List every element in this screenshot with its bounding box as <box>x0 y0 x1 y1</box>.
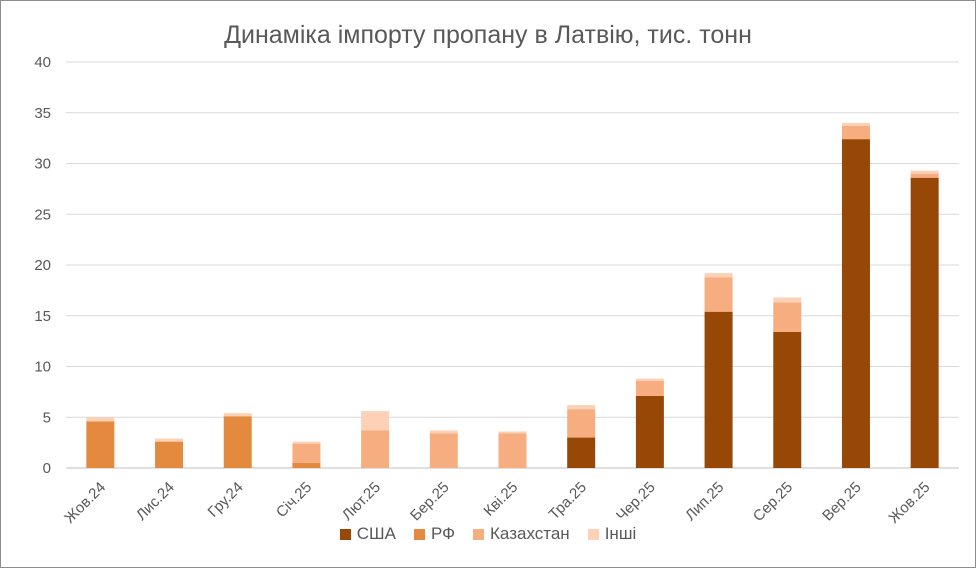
bar-segment <box>841 125 870 140</box>
x-tick-label: Кві.25 <box>480 479 521 520</box>
bar-segment <box>773 331 802 468</box>
legend-swatch <box>339 528 351 540</box>
bar-segment <box>292 443 321 463</box>
legend-label: РФ <box>430 524 456 543</box>
bar-segment <box>498 433 527 468</box>
bar-segment <box>567 409 596 438</box>
legend-label: Інші <box>604 524 637 543</box>
y-tick-label: 10 <box>34 359 51 376</box>
bar-segment <box>223 416 252 468</box>
x-tick-label: Лип.25 <box>682 479 727 524</box>
legend-item: РФ <box>413 524 456 544</box>
bar-segment <box>773 302 802 332</box>
x-tick-label: Жов.24 <box>61 479 109 527</box>
bar-segment <box>841 139 870 468</box>
bar-segment <box>155 438 184 442</box>
bar-segment <box>86 417 115 422</box>
x-tick-label: Січ.25 <box>273 479 315 521</box>
bar-segment <box>361 411 390 431</box>
x-tick-label: Вер.25 <box>819 479 865 525</box>
bar-segment <box>704 311 733 468</box>
x-tick-label: Лис.24 <box>133 479 178 524</box>
x-tick-label: Тра.25 <box>546 479 590 523</box>
bar-segment <box>635 380 664 396</box>
bar-segment <box>223 413 252 417</box>
bar-segment <box>910 170 939 174</box>
legend-label: США <box>356 524 396 543</box>
bar-segment <box>429 430 458 434</box>
legend-label: Казахстан <box>490 524 570 543</box>
x-tick-label: Чер.25 <box>613 479 659 525</box>
bar-segment <box>841 122 870 126</box>
y-tick-label: 25 <box>34 206 51 223</box>
x-tick-label: Гру.24 <box>205 479 247 521</box>
y-tick-label: 0 <box>43 460 51 477</box>
y-tick-label: 30 <box>34 156 51 173</box>
bar-segment <box>567 405 596 410</box>
bar-segment <box>292 462 321 468</box>
y-tick-label: 35 <box>34 105 51 122</box>
x-tick-label: Бер.25 <box>407 479 453 525</box>
y-tick-label: 40 <box>34 54 51 71</box>
y-tick-label: 20 <box>34 257 51 274</box>
bar-segment <box>567 437 596 468</box>
bar-segment <box>910 173 939 178</box>
bar-segment <box>292 441 321 444</box>
legend-swatch <box>587 528 599 540</box>
bar-segment <box>910 177 939 468</box>
bar-segment <box>704 273 733 278</box>
legend-swatch <box>413 528 425 540</box>
legend-item: Інші <box>587 524 637 544</box>
bar-segment <box>635 395 664 468</box>
bar-segment <box>773 297 802 303</box>
x-tick-label: Жов.25 <box>885 479 933 527</box>
chart-legend: США РФ Казахстан Інші <box>1 524 975 544</box>
bar-segment <box>635 378 664 381</box>
legend-item: США <box>339 524 396 544</box>
bar-segment <box>86 421 115 468</box>
bar-segment <box>498 431 527 434</box>
x-tick-label: Лют.25 <box>339 479 384 524</box>
bar-segment <box>704 277 733 312</box>
x-tick-label: Сер.25 <box>750 479 796 525</box>
y-tick-label: 5 <box>43 409 51 426</box>
legend-swatch <box>473 528 485 540</box>
chart-title: Динаміка імпорту пропану в Латвію, тис. … <box>224 21 752 49</box>
bar-segment <box>155 441 184 468</box>
bar-segment <box>429 433 458 468</box>
bar-segment <box>361 430 390 468</box>
y-tick-label: 15 <box>34 308 51 325</box>
legend-item: Казахстан <box>473 524 570 544</box>
